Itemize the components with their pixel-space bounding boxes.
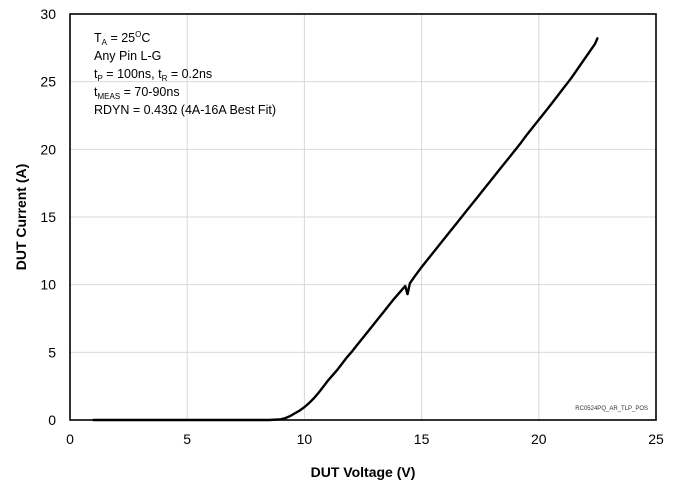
annotation-pin-config: Any Pin L-G	[94, 49, 161, 63]
y-tick-label: 30	[40, 6, 56, 22]
x-tick-label: 20	[531, 431, 547, 447]
y-tick-labels: 0 5 10 15 20 25 30	[40, 6, 56, 428]
y-tick-label: 10	[40, 277, 56, 293]
y-tick-label: 5	[48, 344, 56, 360]
annotation-pulse-params: tP = 100ns, tR = 0.2ns	[94, 67, 212, 83]
series-marks	[92, 37, 599, 422]
annotation-temperature: TA = 25OC	[94, 30, 150, 47]
x-tick-label: 0	[66, 431, 74, 447]
x-tick-label: 25	[648, 431, 664, 447]
y-tick-label: 25	[40, 74, 56, 90]
x-tick-label: 15	[414, 431, 430, 447]
y-tick-label: 0	[48, 412, 56, 428]
annotation-rdyn: RDYN = 0.43Ω (4A-16A Best Fit)	[94, 103, 276, 117]
x-tick-label: 5	[183, 431, 191, 447]
y-tick-label: 20	[40, 141, 56, 157]
chart-watermark: RC0524PQ_AR_TLP_POS	[575, 406, 648, 412]
annotation-box: TA = 25OC Any Pin L-G tP = 100ns, tR = 0…	[94, 30, 276, 117]
y-axis-title: DUT Current (A)	[13, 164, 29, 271]
x-tick-labels: 0 5 10 15 20 25	[66, 431, 664, 447]
x-tick-label: 10	[297, 431, 313, 447]
series-line	[92, 37, 599, 422]
annotation-measurement-window: tMEAS = 70-90ns	[94, 85, 180, 101]
y-tick-label: 15	[40, 209, 56, 225]
grid	[70, 14, 656, 420]
plot-area-border	[69, 13, 657, 421]
x-axis-title: DUT Voltage (V)	[311, 464, 416, 480]
